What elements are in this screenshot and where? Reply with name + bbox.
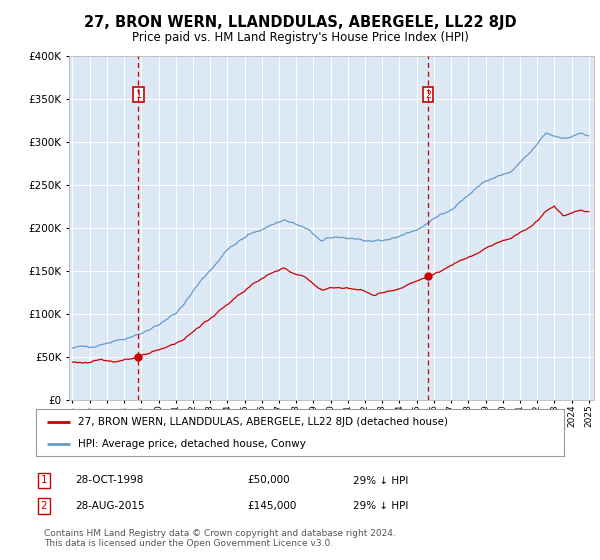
Text: 27, BRON WERN, LLANDDULAS, ABERGELE, LL22 8JD (detached house): 27, BRON WERN, LLANDDULAS, ABERGELE, LL2… — [78, 417, 448, 427]
Text: Price paid vs. HM Land Registry's House Price Index (HPI): Price paid vs. HM Land Registry's House … — [131, 31, 469, 44]
Text: HPI: Average price, detached house, Conwy: HPI: Average price, detached house, Conw… — [78, 438, 306, 449]
Text: 29% ↓ HPI: 29% ↓ HPI — [353, 501, 408, 511]
Text: 1: 1 — [41, 475, 47, 486]
Text: 29% ↓ HPI: 29% ↓ HPI — [353, 475, 408, 486]
Text: 28-OCT-1998: 28-OCT-1998 — [76, 475, 144, 486]
Text: £50,000: £50,000 — [247, 475, 290, 486]
Text: 27, BRON WERN, LLANDDULAS, ABERGELE, LL22 8JD: 27, BRON WERN, LLANDDULAS, ABERGELE, LL2… — [83, 15, 517, 30]
Text: £145,000: £145,000 — [247, 501, 296, 511]
Text: 28-AUG-2015: 28-AUG-2015 — [76, 501, 145, 511]
Text: Contains HM Land Registry data © Crown copyright and database right 2024.
This d: Contains HM Land Registry data © Crown c… — [44, 529, 395, 548]
Text: 1: 1 — [136, 90, 142, 100]
Text: 2: 2 — [41, 501, 47, 511]
Text: 2: 2 — [425, 90, 431, 100]
